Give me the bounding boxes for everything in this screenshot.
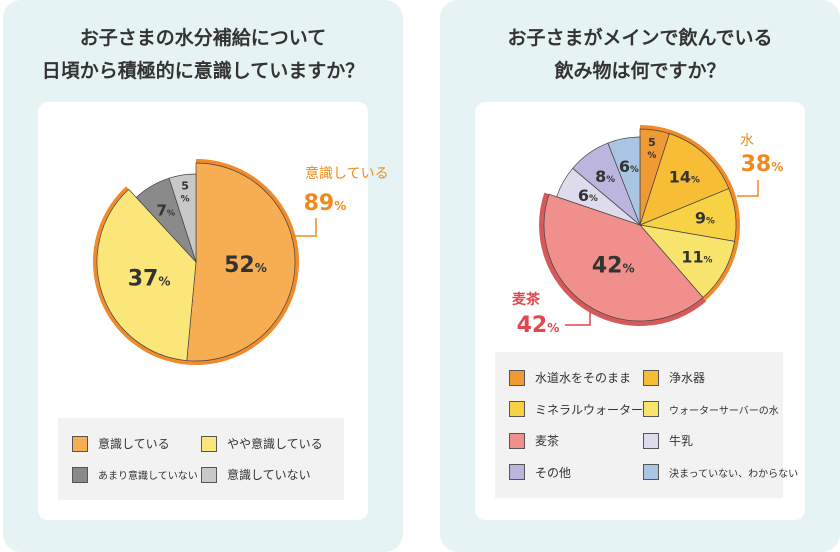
legend: 意識している やや意識しているあまり意識していない 意識していない (58, 418, 344, 500)
callout-line (737, 180, 759, 197)
legend-swatch (643, 464, 660, 481)
legend-label: 意識している (98, 437, 170, 451)
pie-slice (639, 133, 730, 226)
legend-label: 牛乳 (669, 434, 694, 449)
callout-value: 38% (741, 152, 784, 177)
chart-title: お子さまの水分補給について 日頃から積極的に意識していますか？ (3, 22, 403, 88)
legend-label: 意識していない (227, 468, 311, 482)
pie-slice (186, 162, 296, 362)
legend-swatch (643, 432, 660, 449)
legend-item: 牛乳 (643, 425, 798, 457)
title-line: 飲み物は何ですか？ (554, 60, 726, 82)
chart-title: お子さまがメインで飲んでいる 飲み物は何ですか？ (440, 22, 840, 88)
legend-item: ミネラルウォーター (509, 394, 643, 426)
title-line: 日頃から積極的に意識していますか？ (41, 60, 365, 82)
legend-swatch (72, 435, 88, 452)
legend-item: 意識している (72, 428, 201, 459)
legend-swatch (72, 466, 88, 483)
legend-item: やや意識している (201, 428, 330, 459)
pie-slice (168, 173, 197, 263)
data-label-unit: % (181, 194, 190, 204)
title-line: お子さまの水分補給について (79, 27, 327, 49)
legend-label: あまり意識していない (98, 471, 198, 482)
legend-label: その他 (535, 465, 572, 480)
legend-label: 麦茶 (535, 434, 560, 449)
legend: 水道水をそのまま 浄水器ミネラルウォーター ウォーターサーバーの水麦茶 牛乳その他 決ま… (495, 352, 798, 498)
legend-label: ミネラルウォーター (535, 402, 644, 417)
callout-line (292, 218, 317, 237)
legend-swatch (509, 464, 525, 481)
legend-swatch (643, 401, 660, 418)
callout-value: 42% (517, 313, 560, 338)
legend-item: 麦茶 (509, 425, 643, 457)
data-label: 5 (181, 179, 189, 192)
legend-swatch (509, 432, 525, 449)
pie-slice (607, 136, 641, 226)
data-label: 52% (224, 253, 267, 278)
legend-swatch (643, 369, 660, 386)
legend-label: ウォーターサーバーの水 (669, 405, 779, 417)
legend-label: 決まっていない、わからない (669, 468, 799, 480)
legend-item: その他 (509, 457, 643, 489)
callout-label: 意識している (305, 165, 389, 182)
callout-value: 89% (304, 191, 347, 216)
legend-swatch (509, 369, 525, 386)
legend-item: あまり意識していない (72, 459, 201, 490)
pie-slice (543, 193, 704, 322)
pie-slice (96, 188, 197, 361)
legend-label: 浄水器 (669, 371, 706, 386)
legend-swatch (201, 466, 217, 483)
legend-item: ウォーターサーバーの水 (643, 394, 798, 426)
legend-swatch (201, 435, 217, 452)
legend-item: 浄水器 (643, 362, 798, 394)
pie-slice (639, 224, 736, 298)
callout-line (565, 312, 591, 326)
callout-label: 麦茶 (512, 291, 541, 308)
title-line: お子さまがメインで飲んでいる (507, 27, 773, 49)
data-label-unit: % (647, 151, 656, 161)
legend-label: やや意識している (227, 437, 323, 451)
legend-item: 決まっていない、わからない (643, 457, 798, 489)
data-label: 5 (648, 136, 656, 149)
callout-label: 水 (740, 133, 754, 149)
legend-label: 水道水をそのまま (535, 371, 632, 386)
legend-item: 水道水をそのまま (509, 362, 643, 394)
legend-item: 意識していない (201, 459, 330, 490)
legend-swatch (509, 401, 525, 418)
